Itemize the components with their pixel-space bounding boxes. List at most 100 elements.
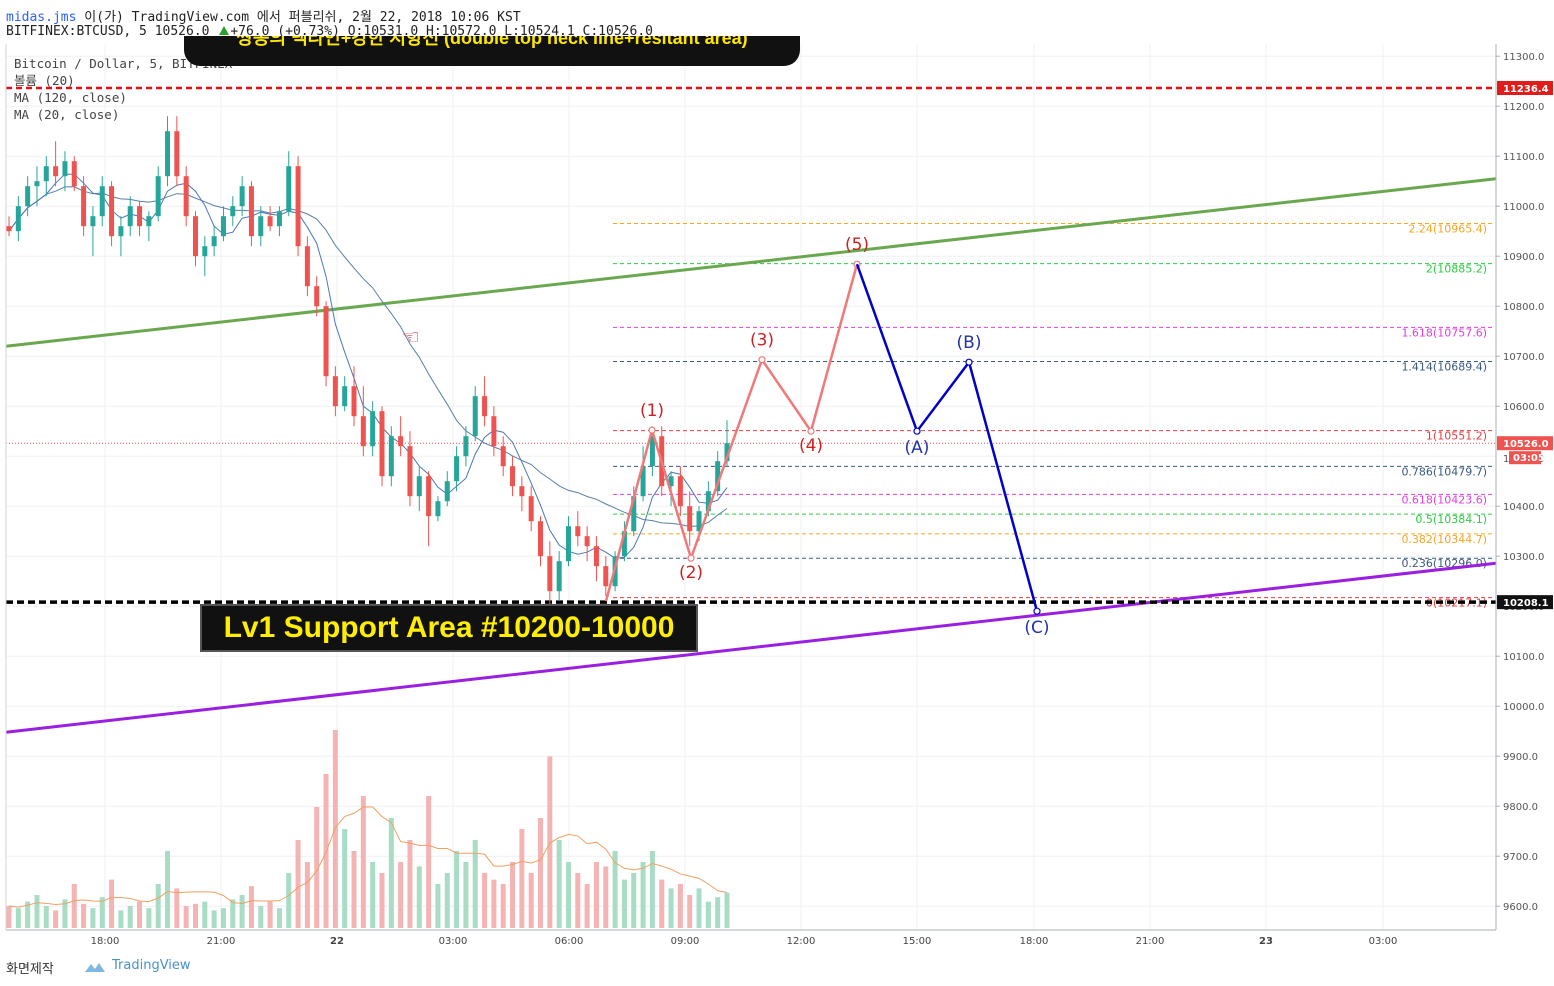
volume-ma-line <box>8 806 728 908</box>
candle-body <box>677 476 683 507</box>
ticker-info: BITFINEX:BTCUSD, 5 10526.0 +76.0 (+0.73%… <box>6 24 653 39</box>
volume-bar <box>342 829 348 928</box>
volume-bar <box>127 906 133 928</box>
legend-volume[interactable]: 볼륨 (20) <box>14 73 75 88</box>
pointing-hand-icon: ☜ <box>402 325 420 349</box>
volume-bar <box>183 906 189 928</box>
candle-body <box>127 206 133 227</box>
candle-body <box>165 131 171 177</box>
candle-body <box>426 476 432 517</box>
volume-bar <box>258 906 264 928</box>
volume-bar <box>556 840 562 928</box>
volume-bar <box>482 873 488 928</box>
volume-bar <box>286 873 292 928</box>
wave-label: (B) <box>957 333 982 353</box>
tradingview-logo-icon <box>85 963 105 972</box>
candle-body <box>286 166 292 212</box>
price-axis: 11300.0 11200.0 11100.0 11000.0 10900.0 10800… <box>5 44 1554 931</box>
fib-label: 1.414(10689.4) <box>1401 361 1487 374</box>
y-tick-label: 10900.0 <box>1503 252 1544 263</box>
volume-bar <box>687 895 693 928</box>
volume-bar <box>276 908 282 928</box>
correction-wave-line <box>855 263 1039 612</box>
volume-bar <box>248 886 254 928</box>
candle-body <box>500 446 506 467</box>
x-tick-label: 18:00 <box>1020 936 1049 947</box>
volume-bar <box>603 866 609 928</box>
candle-body <box>370 411 376 447</box>
candle-body <box>109 186 115 237</box>
candle-body <box>528 496 534 522</box>
wave-label: (C) <box>1024 618 1049 638</box>
candle-body <box>584 536 590 547</box>
x-tick-label: 12:00 <box>787 936 816 947</box>
candle-body <box>687 506 693 532</box>
volume-bar <box>267 901 273 928</box>
y-tick-label: 10000.0 <box>1503 702 1544 713</box>
fib-label: 0.382(10344.7) <box>1401 533 1487 546</box>
x-tick-label: 03:00 <box>439 936 468 947</box>
y-tick-label: 11300.0 <box>1503 52 1544 63</box>
wave-point <box>1033 607 1041 615</box>
wave-label: (5) <box>845 235 869 255</box>
candle-body <box>155 176 161 217</box>
volume-bar <box>192 903 198 928</box>
legend-title[interactable]: Bitcoin / Dollar, 5, BITFINEX <box>14 56 233 71</box>
y-tick-label: 9800.0 <box>1503 802 1538 813</box>
candles <box>6 116 730 607</box>
x-tick-label: 21:00 <box>207 936 236 947</box>
candle-body <box>332 376 338 407</box>
candle-body <box>640 466 646 497</box>
volume-bar <box>155 884 161 928</box>
volume-bar <box>649 851 655 928</box>
legend-ma20[interactable]: MA (20, close) <box>14 107 120 122</box>
candle-body <box>81 186 87 227</box>
candle-body <box>211 236 217 247</box>
volume-bar <box>491 879 497 928</box>
volume-bar <box>500 884 506 928</box>
volume-bar <box>407 840 413 928</box>
author-link[interactable]: midas.jms <box>6 10 77 25</box>
candle-body <box>248 186 254 237</box>
candle-body <box>174 131 180 177</box>
volume-bar <box>621 879 627 928</box>
candle-body <box>90 216 96 227</box>
candle-body <box>482 396 488 417</box>
volume-bar <box>519 829 525 928</box>
candle-body <box>388 436 394 477</box>
candle-body <box>15 206 21 232</box>
candle-body <box>53 166 59 177</box>
volume-bar <box>565 862 571 928</box>
volume-bar <box>538 818 544 928</box>
legend-ma120[interactable]: MA (120, close) <box>14 90 127 105</box>
candle-body <box>239 186 245 207</box>
candle-body <box>304 246 310 287</box>
candle-body <box>6 226 12 232</box>
candle-body <box>351 386 357 417</box>
wave-label: (3) <box>750 331 774 351</box>
impulse-wave-line <box>604 263 859 602</box>
fib-label: 1(10551.2) <box>1426 430 1487 443</box>
volume-bar <box>137 901 143 928</box>
x-tick-label: 09:00 <box>671 936 700 947</box>
volume-bar <box>547 756 553 928</box>
wave-point <box>913 427 921 435</box>
footer-brand[interactable]: TradingView <box>112 958 191 973</box>
volume-bar <box>53 910 59 928</box>
volume-bar <box>43 906 49 928</box>
candle-body <box>34 181 40 187</box>
y-tick-label: 10600.0 <box>1503 402 1544 413</box>
volume-bar <box>165 851 171 928</box>
candle-body <box>407 446 413 497</box>
fib-label: 0.786(10479.7) <box>1401 465 1487 478</box>
volume-bar <box>426 796 432 928</box>
neck-line <box>5 177 1497 348</box>
support-price-badge: 10208.1 <box>1503 598 1549 609</box>
candle-body <box>472 396 478 437</box>
candle-body <box>379 411 385 477</box>
volume-bar <box>724 892 730 928</box>
volume-bar <box>472 840 478 928</box>
volume-bar <box>211 910 217 928</box>
candle-body <box>435 501 441 517</box>
